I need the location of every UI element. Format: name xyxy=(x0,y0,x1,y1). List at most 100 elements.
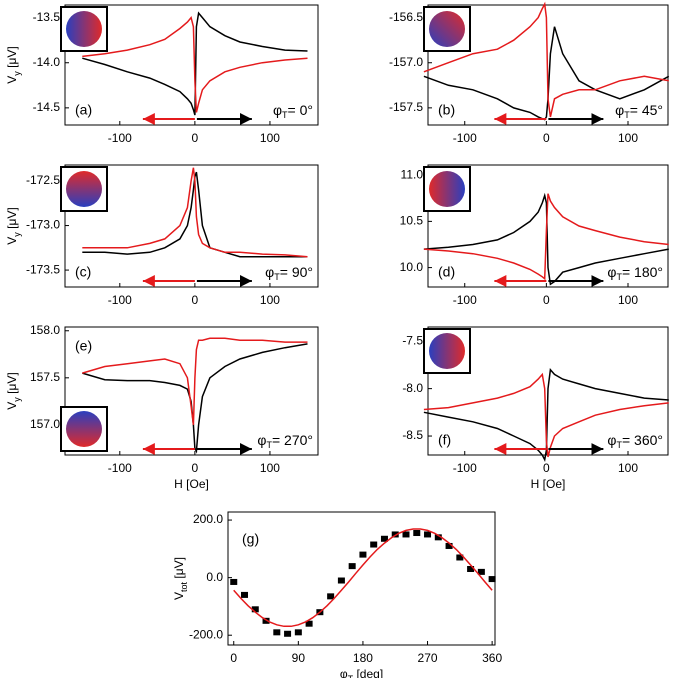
y-axis-label: Vtot [μV] xyxy=(172,557,189,600)
y-tick-label: -157.5 xyxy=(389,100,423,114)
y-tick-label: -172.5 xyxy=(26,173,60,187)
panel-label: (f) xyxy=(438,432,451,448)
data-point xyxy=(424,531,432,538)
y-tick-label: 157.5 xyxy=(30,370,60,384)
x-tick-label: 100 xyxy=(618,131,638,145)
data-point xyxy=(348,563,356,570)
data-point xyxy=(359,551,367,558)
y-tick-label: -14.0 xyxy=(33,55,61,69)
data-point xyxy=(241,591,249,598)
data-point xyxy=(467,566,475,572)
inset-disk xyxy=(66,411,102,447)
x-tick-label: -100 xyxy=(108,293,132,307)
data-line xyxy=(423,192,669,286)
x-axis-label: φT [deg] xyxy=(340,667,383,678)
x-tick-label: 100 xyxy=(260,131,280,145)
annotation-main: φ xyxy=(607,264,616,280)
inset-disk xyxy=(429,11,465,47)
y-tick-label: -173.5 xyxy=(26,262,60,276)
data-line xyxy=(82,15,308,113)
data-point xyxy=(284,630,292,637)
plot-frame xyxy=(64,326,319,456)
plot-frame xyxy=(64,4,319,126)
x-tick-label: 100 xyxy=(618,461,638,475)
y-tick-label: 0.0 xyxy=(206,570,223,584)
y-axis-label-rest: [μV] xyxy=(5,207,19,232)
x-tick-label: 0 xyxy=(543,293,550,307)
annotation-main: φ xyxy=(265,264,274,280)
y-tick-label: -173.0 xyxy=(26,218,60,232)
inset-disk xyxy=(66,11,102,47)
x-tick-label: 360 xyxy=(482,651,502,665)
y-tick-label: -7.5 xyxy=(402,333,423,347)
x-axis-label-sub: T xyxy=(348,674,354,678)
plot-frame xyxy=(227,511,496,646)
x-tick-label: 100 xyxy=(260,293,280,307)
annotation-sub: T xyxy=(624,110,630,120)
y-tick-label: -157.0 xyxy=(389,55,423,69)
data-line xyxy=(82,343,308,454)
y-axis-label-main: V xyxy=(5,402,19,410)
data-line xyxy=(82,167,308,258)
data-point xyxy=(230,578,238,585)
data-line xyxy=(423,1,669,118)
y-axis-label-main: V xyxy=(5,237,19,245)
x-tick-label: -100 xyxy=(453,131,477,145)
annotation: φT= 45° xyxy=(615,102,663,121)
x-tick-label: 90 xyxy=(292,651,306,665)
x-tick-label: -100 xyxy=(453,461,477,475)
y-axis-label-sub: y xyxy=(12,71,22,76)
x-tick-label: -100 xyxy=(108,131,132,145)
data-point xyxy=(391,531,399,538)
annotation-rest: = 270° xyxy=(272,432,313,448)
annotation-rest: = 90° xyxy=(280,264,313,280)
data-point xyxy=(262,617,270,624)
plot-frame xyxy=(427,4,669,126)
panel-label: (b) xyxy=(438,102,455,118)
x-tick-label: 180 xyxy=(353,651,373,665)
x-tick-label: 0 xyxy=(192,131,199,145)
y-tick-label: -156.5 xyxy=(389,10,423,24)
inset-disk xyxy=(429,333,465,369)
x-axis-label-rest: [deg] xyxy=(353,667,383,678)
data-point xyxy=(337,577,345,584)
annotation-rest: = 360° xyxy=(622,432,663,448)
annotation-sub: T xyxy=(274,272,280,282)
data-point xyxy=(477,568,485,575)
y-tick-label: -13.5 xyxy=(33,10,61,24)
annotation: φT= 270° xyxy=(257,432,313,451)
data-point xyxy=(380,535,388,542)
panel-label: (e) xyxy=(75,338,92,354)
data-line xyxy=(423,367,669,463)
y-axis-label-rest: [μV] xyxy=(172,557,186,582)
data-point xyxy=(294,629,302,636)
annotation-sub: T xyxy=(616,272,622,282)
annotation-main: φ xyxy=(273,102,282,118)
y-axis-label-main: V xyxy=(5,76,19,84)
panel-label: (d) xyxy=(438,264,455,280)
data-point xyxy=(273,629,281,636)
y-tick-label: -200.0 xyxy=(189,627,223,641)
y-tick-label: -8.0 xyxy=(402,381,423,395)
y-tick-label: 10.5 xyxy=(400,214,424,228)
annotation: φT= 360° xyxy=(607,432,663,451)
annotation-main: φ xyxy=(257,432,266,448)
annotation-main: φ xyxy=(607,432,616,448)
x-axis-label-main: φ xyxy=(340,667,348,678)
y-axis-label-sub: tot xyxy=(179,581,189,592)
y-axis-label-main: V xyxy=(172,592,186,600)
x-tick-label: 0 xyxy=(543,131,550,145)
inset-disk xyxy=(66,171,102,207)
annotation-rest: = 180° xyxy=(622,264,663,280)
annotation-sub: T xyxy=(266,440,272,450)
y-tick-label: 158.0 xyxy=(30,323,60,337)
y-tick-label: -8.5 xyxy=(402,428,423,442)
x-tick-label: 0 xyxy=(230,651,237,665)
annotation-main: φ xyxy=(615,102,624,118)
data-point xyxy=(434,534,442,541)
data-line xyxy=(233,528,493,628)
y-tick-label: 10.0 xyxy=(400,260,424,274)
data-line xyxy=(423,193,669,281)
inset-disk xyxy=(429,171,465,207)
